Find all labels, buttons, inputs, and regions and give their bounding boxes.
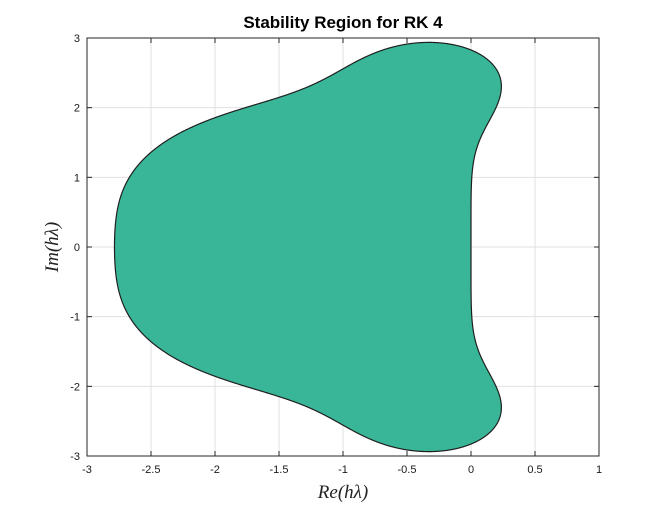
y-tick-label: 2 — [74, 103, 80, 115]
y-tick-labels: 3 2 1 0 -1 -2 -3 — [70, 33, 80, 463]
x-tick-label: 0 — [468, 464, 474, 476]
chart-title: Stability Region for RK 4 — [243, 13, 443, 32]
x-tick-label: 1 — [596, 464, 602, 476]
x-tick-label: 0.5 — [527, 464, 542, 476]
x-tick-label: -2 — [210, 464, 220, 476]
y-tick-label: 1 — [74, 172, 80, 184]
tick-marks — [86, 37, 600, 457]
y-tick-label: 0 — [74, 242, 80, 254]
y-tick-label: 3 — [74, 33, 80, 45]
x-tick-labels: -3 -2.5 -2 -1.5 -1 -0.5 0 0.5 1 — [82, 464, 602, 476]
x-tick-label: -1.5 — [270, 464, 289, 476]
x-tick-label: -0.5 — [398, 464, 417, 476]
y-tick-label: -2 — [70, 381, 80, 393]
x-axis-label: Re(hλ) — [317, 482, 368, 503]
stability-region — [113, 41, 502, 453]
y-tick-label: -3 — [70, 451, 80, 463]
x-tick-label: -1 — [338, 464, 348, 476]
y-axis-label: Im(hλ) — [42, 222, 63, 273]
x-tick-label: -2.5 — [142, 464, 161, 476]
y-tick-label: -1 — [70, 312, 80, 324]
x-tick-label: -3 — [82, 464, 92, 476]
